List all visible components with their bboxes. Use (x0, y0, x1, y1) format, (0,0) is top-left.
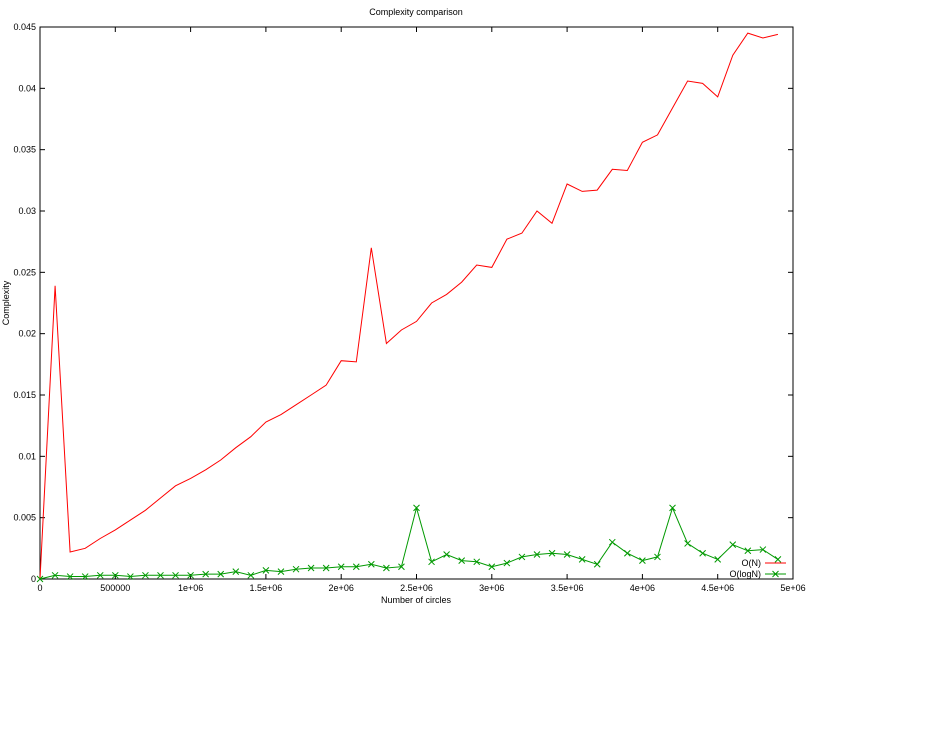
data-point-marker (187, 571, 194, 579)
y-tick-label: 0.025 (13, 267, 36, 277)
data-point-marker (774, 556, 782, 563)
series-1 (39, 32, 779, 580)
legend-label: O(N) (742, 558, 762, 568)
x-tick-label: 4.5e+06 (701, 583, 734, 593)
data-point-marker (398, 563, 405, 571)
data-point-marker (699, 549, 706, 557)
data-point-marker (684, 540, 691, 547)
axis-ticks: 0 500000 1e+06 1.5e+06 2e+06 2.5e+06 3e+06 3.5e… (13, 22, 805, 593)
data-point-marker (428, 558, 435, 566)
x-tick-label: 4e+06 (630, 583, 655, 593)
data-point-marker (759, 546, 767, 553)
x-tick-label: 0 (37, 583, 42, 593)
data-point-marker (518, 553, 526, 561)
data-point-marker (352, 563, 360, 571)
data-point-marker (292, 565, 300, 573)
data-point-marker (247, 571, 255, 579)
data-point-marker (232, 568, 240, 575)
data-point-marker (36, 575, 44, 583)
x-tick-label: 2.5e+06 (400, 583, 433, 593)
chart-title: Complexity comparison (369, 7, 463, 17)
y-tick-label: 0.035 (13, 145, 36, 155)
data-point-marker (608, 538, 616, 546)
data-point-marker (413, 504, 420, 512)
x-tick-label: 1.5e+06 (250, 583, 283, 593)
data-point-marker (639, 557, 646, 564)
data-point-marker (744, 547, 752, 555)
legend-marker (772, 570, 779, 578)
y-tick-label: 0.01 (18, 451, 36, 461)
y-tick-label: 0.045 (13, 22, 36, 32)
data-point-marker (111, 571, 119, 579)
x-tick-label: 2e+06 (329, 583, 354, 593)
data-point-marker (383, 564, 390, 572)
data-point-marker (337, 563, 345, 571)
y-tick-label: 0 (31, 574, 36, 584)
x-tick-label: 3.5e+06 (551, 583, 584, 593)
data-point-marker (96, 571, 104, 579)
data-point-marker (142, 571, 149, 579)
data-point-marker (578, 556, 586, 563)
data-point-marker (81, 573, 89, 580)
series-2 (36, 504, 782, 583)
data-point-marker (473, 558, 481, 566)
data-point-marker (157, 571, 164, 579)
data-point-marker (669, 504, 676, 512)
x-tick-label: 500000 (100, 583, 130, 593)
data-point-marker (262, 567, 270, 574)
data-point-marker (729, 541, 737, 549)
data-point-marker (66, 573, 74, 580)
series-line (39, 32, 779, 580)
plot-frame (39, 26, 794, 580)
data-point-marker (307, 564, 315, 572)
data-point-marker (548, 549, 556, 557)
legend: O(N)O(logN) (729, 558, 786, 579)
x-axis-label: Number of circles (381, 595, 452, 605)
data-point-marker (367, 560, 375, 568)
data-point-marker (443, 551, 450, 558)
data-point-marker (563, 551, 571, 558)
data-point-marker (51, 571, 59, 579)
data-point-marker (277, 568, 285, 575)
data-point-marker (503, 559, 511, 567)
y-tick-label: 0.015 (13, 390, 36, 400)
data-point-marker (488, 563, 496, 571)
y-axis-label: Complexity (1, 280, 11, 325)
data-point-marker (217, 570, 225, 578)
data-point-marker (458, 557, 466, 564)
data-point-marker (127, 573, 134, 580)
x-tick-label: 1e+06 (178, 583, 203, 593)
y-tick-label: 0.03 (18, 206, 36, 216)
series-line (39, 505, 779, 580)
y-tick-label: 0.005 (13, 513, 36, 523)
data-point-marker (593, 560, 601, 568)
y-tick-label: 0.04 (18, 83, 36, 93)
legend-label: O(logN) (729, 569, 761, 579)
series-layer (36, 32, 782, 583)
data-point-marker (623, 549, 631, 557)
data-point-marker (533, 551, 541, 558)
x-tick-label: 3e+06 (479, 583, 504, 593)
data-point-marker (172, 571, 179, 579)
x-tick-label: 5e+06 (780, 583, 805, 593)
y-tick-label: 0.02 (18, 329, 36, 339)
data-point-marker (654, 553, 661, 561)
data-point-marker (322, 564, 330, 572)
data-point-marker (714, 556, 722, 563)
data-point-marker (202, 570, 210, 578)
